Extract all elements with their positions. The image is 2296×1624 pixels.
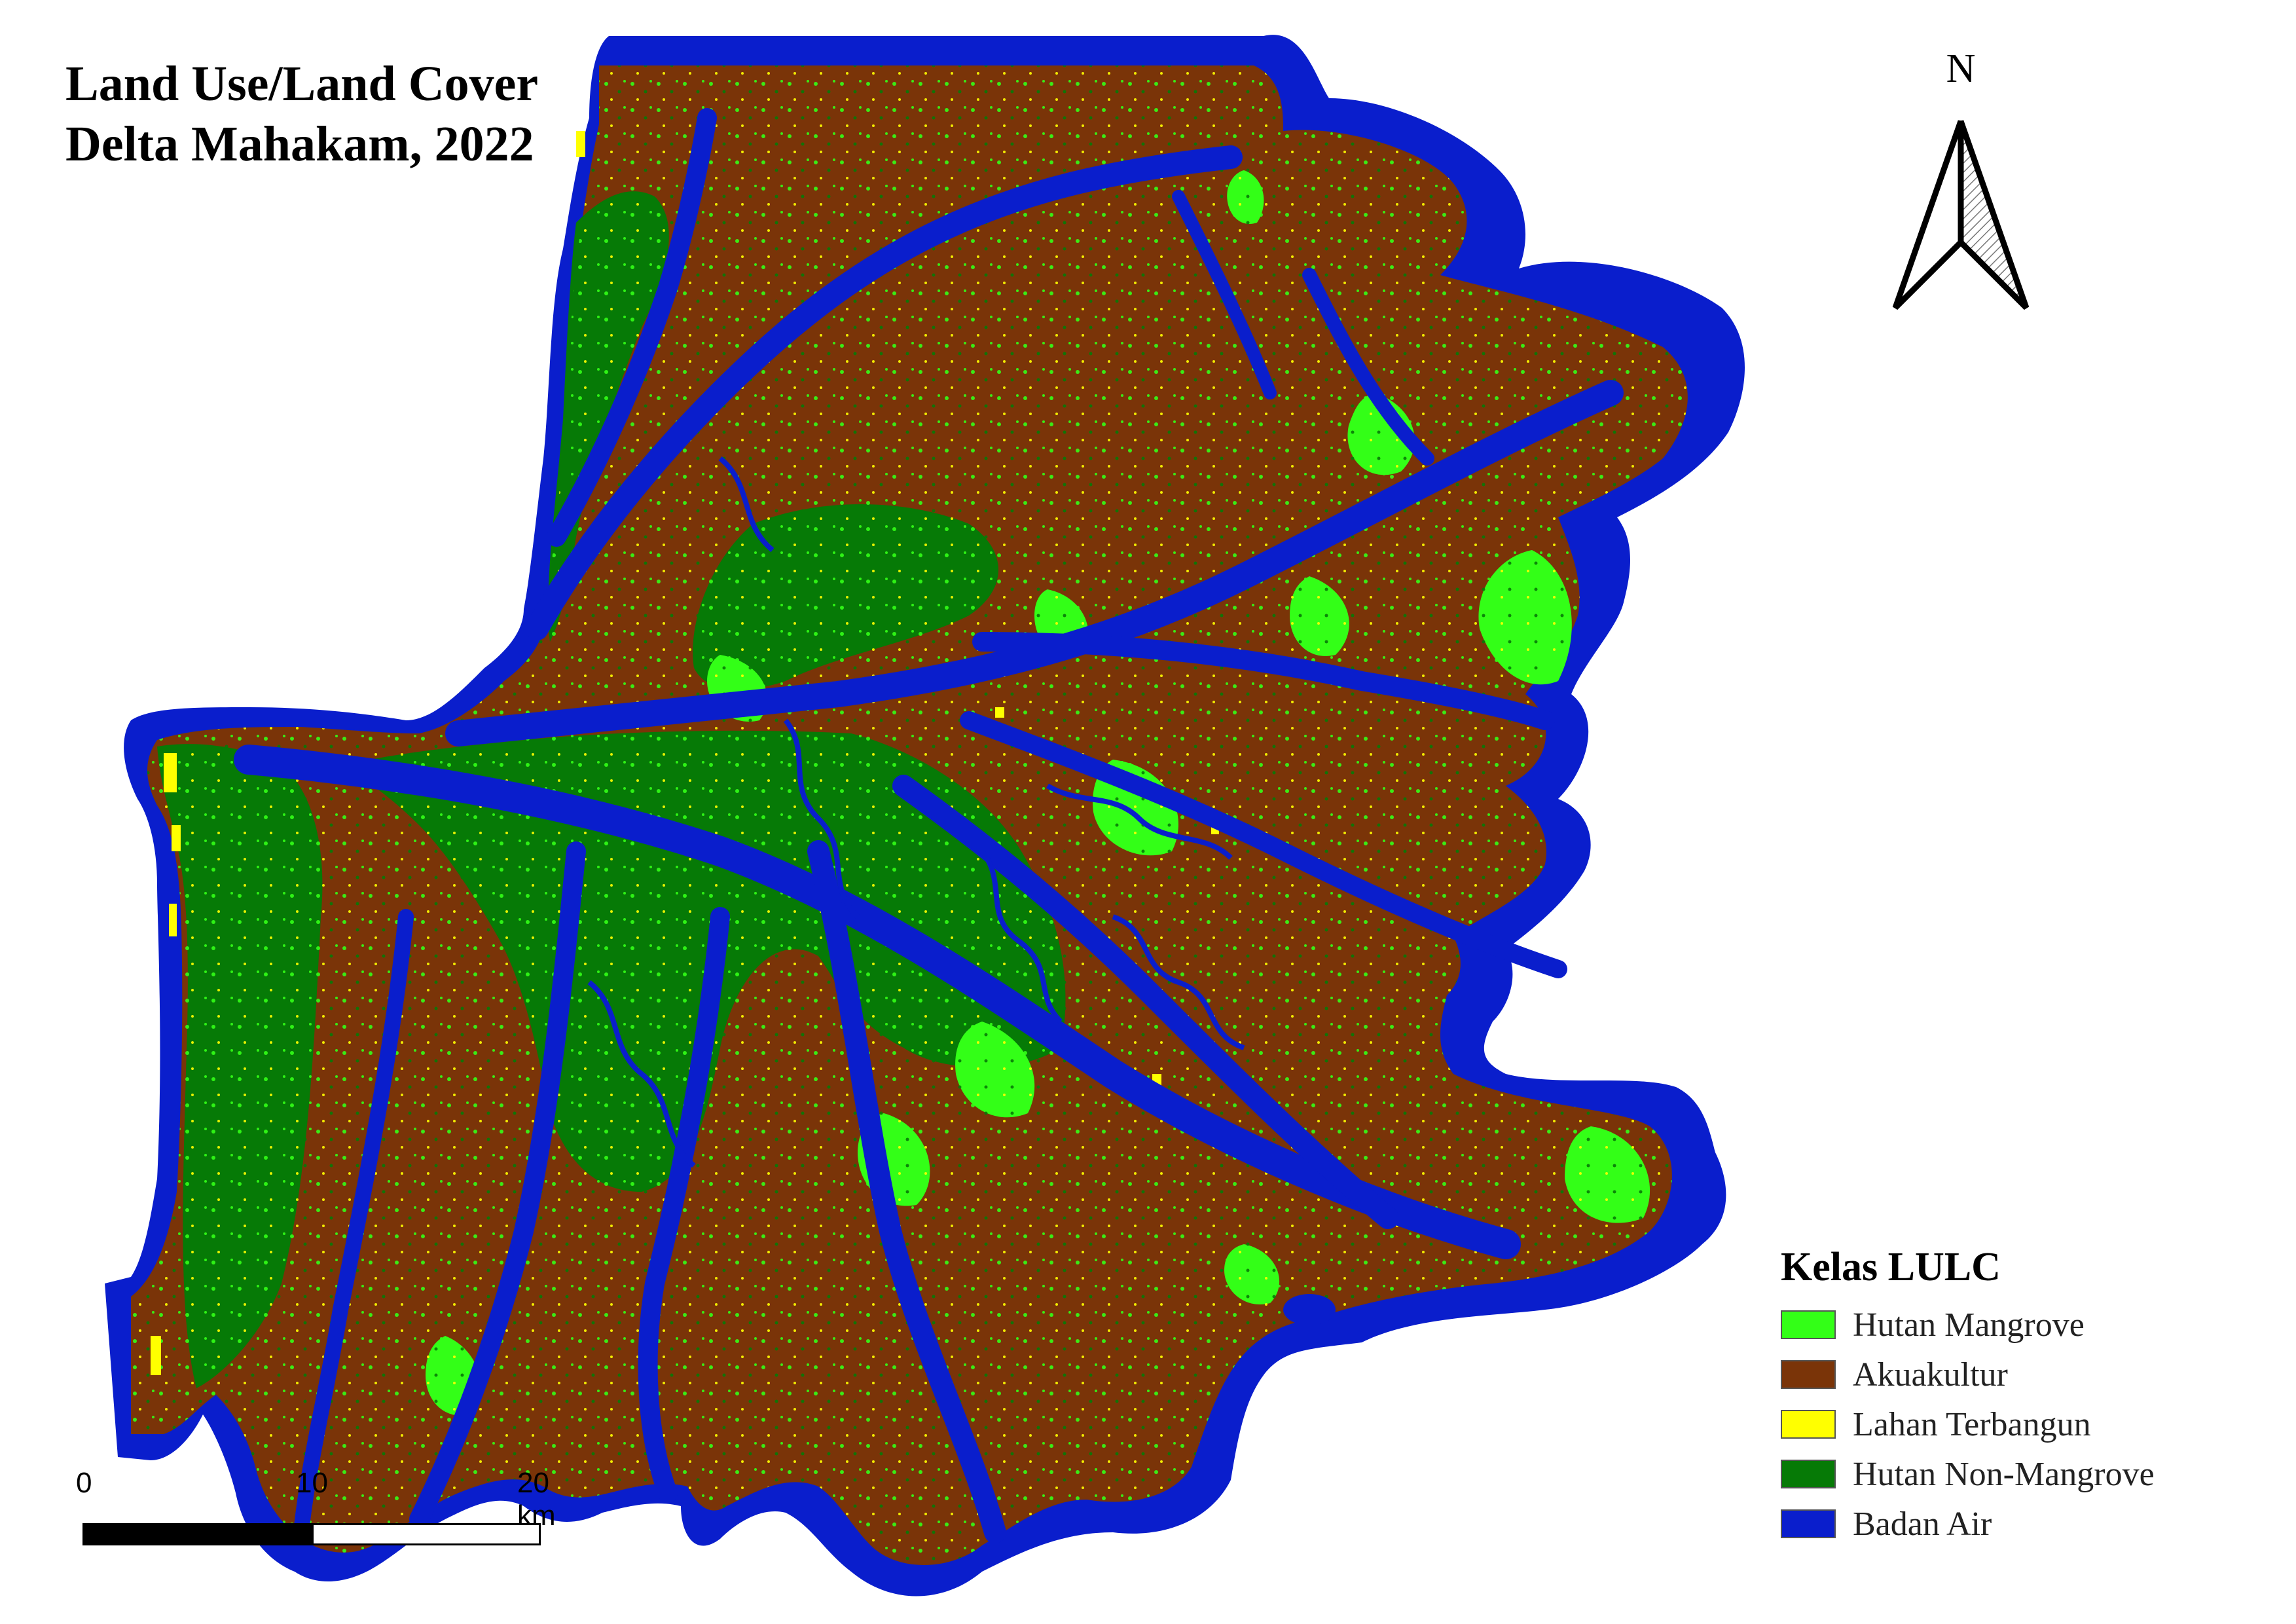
title-line-2: Delta Mahakam, 2022 xyxy=(65,117,534,172)
river-channels xyxy=(234,108,1624,1543)
legend-swatch xyxy=(1781,1410,1836,1439)
legend-label: Lahan Terbangun xyxy=(1853,1405,2091,1443)
legend-label: Badan Air xyxy=(1853,1505,1992,1543)
legend-label: Akuakultur xyxy=(1853,1356,2008,1393)
north-arrow-icon xyxy=(1892,120,2030,310)
scale-tick-10: 10 xyxy=(296,1467,328,1499)
legend-item: Badan Air xyxy=(1781,1499,2252,1549)
small-channels xyxy=(587,456,1245,1168)
north-label: N xyxy=(1946,46,1976,91)
legend-swatch xyxy=(1781,1509,1836,1538)
legend-item: Lahan Terbangun xyxy=(1781,1399,2252,1449)
legend-item: Hutan Non-Mangrove xyxy=(1781,1449,2252,1499)
legend-title: Kelas LULC xyxy=(1781,1245,2001,1289)
legend-label: Hutan Non-Mangrove xyxy=(1853,1455,2155,1493)
map-title: Land Use/Land Cover Delta Mahakam, 2022 xyxy=(65,54,538,174)
scale-segment-black xyxy=(82,1523,312,1545)
title-line-1: Land Use/Land Cover xyxy=(65,56,539,111)
scale-segment-white xyxy=(312,1523,541,1545)
scale-tick-0: 0 xyxy=(76,1467,92,1499)
legend: Kelas LULC Hutan Mangrove Akuakultur Lah… xyxy=(1781,1244,2252,1549)
scale-tick-20: 20 km xyxy=(517,1467,556,1532)
land-texture xyxy=(131,65,1688,1565)
legend-label: Hutan Mangrove xyxy=(1853,1306,2085,1344)
north-arrow: N xyxy=(1886,46,2036,321)
legend-swatch xyxy=(1781,1310,1836,1339)
scale-bar: 0 10 20 km xyxy=(72,1467,570,1559)
built-up-areas xyxy=(151,131,1219,1375)
water-lens xyxy=(1283,1294,1336,1325)
legend-swatch xyxy=(1781,1460,1836,1488)
legend-item: Hutan Mangrove xyxy=(1781,1300,2252,1350)
legend-swatch xyxy=(1781,1360,1836,1389)
legend-item: Akuakultur xyxy=(1781,1350,2252,1399)
